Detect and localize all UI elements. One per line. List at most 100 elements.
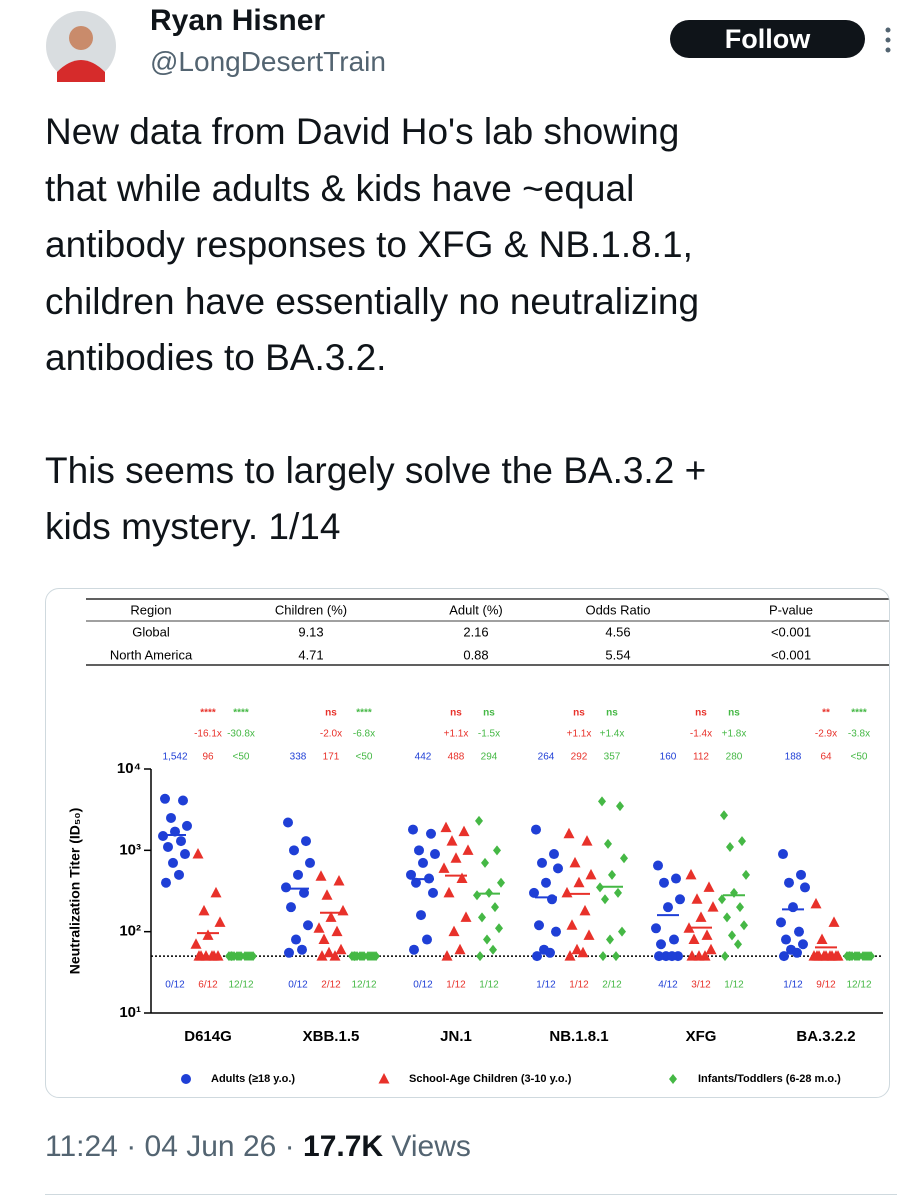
gmt-label: 292 — [571, 752, 588, 763]
data-point — [656, 939, 666, 950]
data-point — [596, 882, 604, 893]
below-lod-fraction: 0/12 — [413, 980, 433, 991]
data-point — [491, 902, 499, 913]
gmt-label: 1,542 — [162, 752, 187, 763]
below-lod-fraction: 9/12 — [816, 980, 836, 991]
text-line: that while adults & kids have ~equal — [45, 167, 635, 209]
author-handle[interactable]: @LongDesertTrain — [150, 46, 386, 77]
gmt-label: 160 — [660, 752, 677, 763]
data-point — [475, 815, 483, 826]
data-point — [495, 923, 503, 934]
significance: **** — [200, 708, 216, 719]
significance: ns — [325, 708, 337, 719]
table-cell: <0.001 — [771, 647, 811, 662]
data-point — [460, 911, 472, 922]
fold-change: +1.1x — [444, 729, 469, 740]
data-point — [418, 857, 428, 868]
legend-marker — [378, 1073, 390, 1084]
avatar[interactable] — [45, 10, 117, 82]
data-point — [531, 824, 541, 835]
below-lod-fraction: 4/12 — [658, 980, 678, 991]
data-point — [606, 934, 614, 945]
views-count[interactable]: 17.7K — [303, 1130, 384, 1163]
significance: ** — [822, 708, 830, 719]
data-point — [473, 890, 481, 901]
data-point — [828, 916, 840, 927]
data-point — [454, 943, 466, 955]
separator: · — [126, 1130, 137, 1163]
data-point — [798, 939, 808, 950]
paragraph: This seems to largely solve the BA.3.2 +… — [45, 443, 706, 556]
data-point — [176, 836, 186, 847]
fold-change: +1.1x — [567, 729, 592, 740]
fold-change: +1.4x — [600, 729, 625, 740]
table-header: P-value — [769, 602, 813, 617]
data-point — [688, 933, 700, 945]
data-point — [547, 894, 557, 905]
data-point — [190, 938, 202, 949]
data-point — [792, 947, 802, 958]
data-point — [669, 934, 679, 945]
data-point — [284, 947, 294, 958]
data-point — [736, 902, 744, 913]
table-cell: 2.16 — [463, 624, 488, 639]
data-point — [323, 946, 335, 958]
time: 11:24 — [45, 1130, 118, 1163]
follow-button[interactable]: Follow — [670, 20, 865, 58]
significance: ns — [450, 708, 462, 719]
data-point — [286, 902, 296, 913]
data-point — [816, 933, 828, 945]
data-point — [620, 853, 628, 864]
data-point — [318, 933, 330, 945]
data-point — [333, 874, 345, 886]
data-point — [305, 857, 315, 868]
media[interactable]: Region Children (%) Adult (%) Odds Ratio P-v… — [45, 588, 890, 1098]
y-tick-label: 10⁴ — [117, 760, 141, 777]
data-point — [430, 849, 440, 860]
data-point — [476, 951, 484, 962]
below-lod-fraction: 0/12 — [288, 980, 308, 991]
data-point — [583, 929, 595, 940]
data-point — [784, 877, 794, 888]
significance: ns — [695, 708, 707, 719]
below-lod-fraction: 1/12 — [479, 980, 499, 991]
data-point — [446, 835, 458, 846]
data-point — [691, 893, 703, 904]
data-point — [794, 926, 804, 937]
data-point — [675, 894, 685, 905]
data-point — [618, 926, 626, 937]
data-point — [483, 934, 491, 945]
table-cell: 4.71 — [298, 647, 323, 662]
data-point — [411, 877, 421, 888]
data-point — [579, 904, 591, 916]
data-point — [551, 926, 561, 937]
below-lod-fraction: 2/12 — [321, 980, 341, 991]
more-menu[interactable] — [882, 26, 894, 56]
gmt-label: 112 — [693, 752, 709, 763]
data-point — [331, 925, 343, 937]
data-point — [545, 947, 555, 958]
gmt-label: 96 — [202, 752, 214, 763]
significance: ns — [483, 708, 495, 719]
y-axis-label: Neutralization Titer (ID₅₀) — [67, 808, 83, 974]
data-point — [604, 838, 612, 849]
below-lod-fraction: 1/12 — [446, 980, 466, 991]
fold-change: -16.1x — [194, 729, 222, 740]
data-point — [202, 929, 214, 940]
data-point — [497, 877, 505, 888]
data-point — [335, 943, 347, 955]
data-point — [703, 881, 715, 892]
data-point — [577, 946, 589, 958]
significance: ns — [573, 708, 585, 719]
views-label: Views — [391, 1130, 471, 1163]
x-tick-label: JN.1 — [440, 1028, 472, 1045]
data-point — [441, 950, 453, 961]
author-name[interactable]: Ryan Hisner — [150, 4, 326, 37]
data-point — [443, 886, 455, 898]
table-header: Adult (%) — [449, 602, 502, 617]
data-point — [779, 951, 789, 962]
table-header: Odds Ratio — [585, 602, 650, 617]
text-line: kids mystery. 1/14 — [45, 506, 341, 547]
data-point — [160, 793, 170, 804]
data-point — [686, 950, 698, 961]
